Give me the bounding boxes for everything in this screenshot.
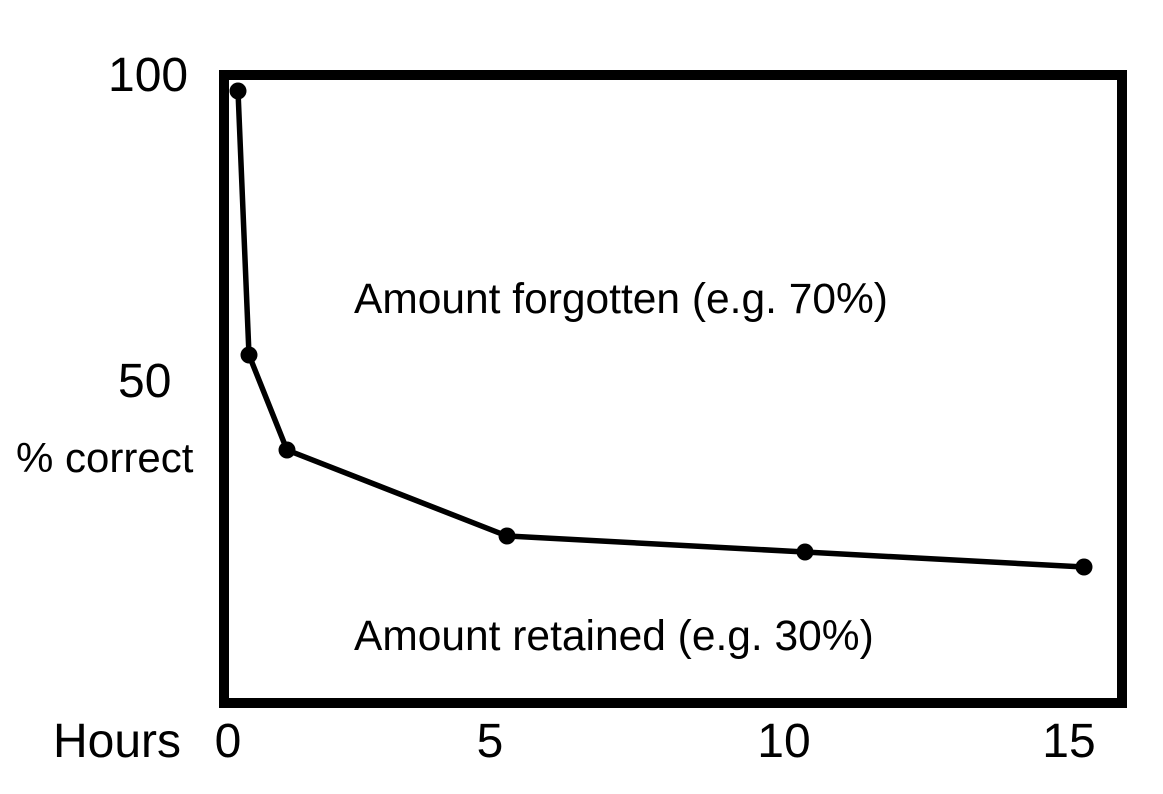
svg-text:Amount retained (e.g. 30%): Amount retained (e.g. 30%) (354, 613, 874, 660)
svg-text:15: 15 (1042, 715, 1095, 768)
svg-text:0: 0 (215, 715, 242, 768)
svg-text:10: 10 (757, 715, 810, 768)
svg-text:Amount forgotten (e.g. 70%): Amount forgotten (e.g. 70%) (354, 276, 888, 323)
svg-text:100: 100 (108, 49, 188, 102)
svg-text:50: 50 (118, 355, 171, 408)
svg-text:% correct: % correct (16, 434, 194, 481)
svg-text:5: 5 (477, 715, 504, 768)
svg-text:Hours: Hours (53, 715, 181, 768)
